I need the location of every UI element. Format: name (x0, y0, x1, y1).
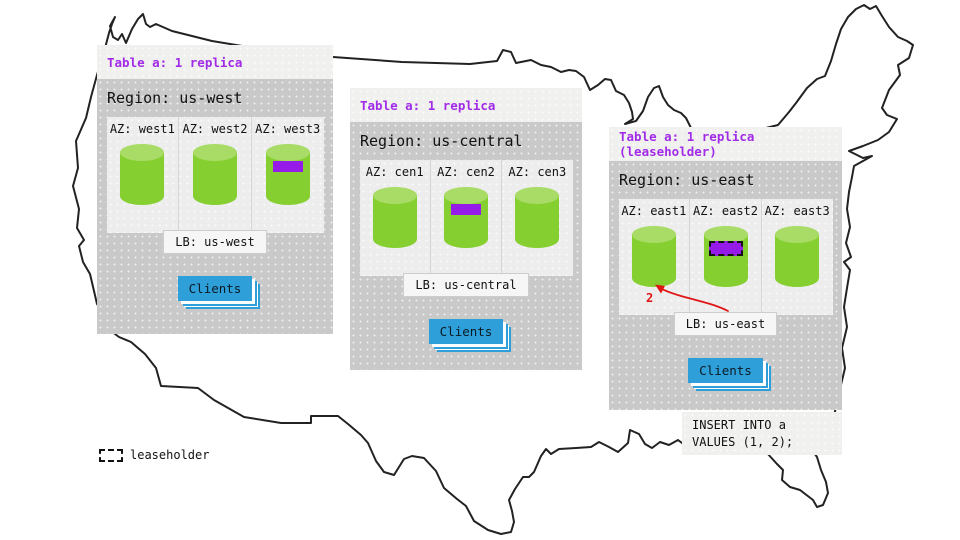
cylinder-top (703, 226, 748, 243)
table-replica-header-label: Table a: 1 replica (107, 54, 243, 70)
leaseholder-range-bar (708, 241, 743, 256)
sql-line-2: VALUES (1, 2); (692, 434, 794, 449)
region-panel-us-east: Table a: 1 replica (leaseholder) Region:… (609, 127, 842, 410)
sql-line-1: INSERT INTO a (692, 418, 786, 432)
az-container: AZ: cen1 AZ: cen2 AZ: (359, 160, 573, 276)
step-2-label: 2 (646, 291, 654, 305)
az-cell-cen1: AZ: cen1 (360, 160, 431, 276)
az-cell-west1: AZ: west1 (107, 117, 180, 233)
az-label: AZ: cen2 (437, 165, 495, 179)
database-node-cylinder (631, 226, 676, 287)
az-cell-east1: AZ: east1 (619, 199, 691, 315)
database-node-cylinder (372, 187, 417, 248)
az-label: AZ: west1 (109, 122, 175, 136)
database-node-cylinder (703, 226, 748, 287)
cylinder-top (372, 187, 417, 204)
cylinder-top (775, 226, 820, 243)
clients-button-us-central[interactable]: Clients (428, 319, 504, 344)
az-label: AZ: west3 (255, 122, 321, 136)
az-label: AZ: west2 (182, 122, 248, 136)
region-label: Region: us-west (107, 89, 243, 107)
leaseholder-legend: leaseholder (99, 448, 209, 462)
table-replica-header: Table a: 1 replica (97, 45, 333, 79)
clients-button-us-east[interactable]: Clients (688, 358, 763, 383)
cylinder-top (120, 144, 165, 161)
leaseholder-dashed-box-icon (99, 448, 123, 462)
az-cell-east2: AZ: east2 (690, 199, 762, 315)
az-container: AZ: west1 AZ: west2 AZ (106, 117, 324, 233)
az-label: AZ: cen1 (365, 165, 424, 179)
region-label: Region: us-central (360, 132, 523, 150)
az-label: AZ: cen3 (508, 165, 567, 179)
table-replica-header: Table a: 1 replica (350, 88, 582, 122)
cylinder-top (193, 144, 237, 161)
region-panel-us-central: Table a: 1 replica Region: us-central AZ… (350, 88, 582, 370)
cylinder-top (631, 226, 676, 243)
load-balancer-us-east: LB: us-east (673, 312, 778, 336)
database-node-cylinder (515, 187, 560, 248)
database-node-cylinder (193, 144, 237, 205)
table-replica-leaseholder-header: Table a: 1 replica (leaseholder) (609, 127, 842, 161)
replica-range-bar (272, 161, 303, 172)
region-panel-us-west: Table a: 1 replica Region: us-west AZ: w… (97, 45, 333, 334)
az-container: AZ: east1 AZ: east2 AZ (618, 199, 833, 315)
cylinder-top (515, 187, 560, 204)
cylinder-top (443, 187, 488, 204)
region-label: Region: us-east (619, 171, 755, 189)
database-node-cylinder (775, 226, 820, 287)
us-map-border-path (72, 4, 914, 535)
cylinder-top (265, 144, 310, 161)
table-replica-header-label: Table a: 1 replica (leaseholder) (619, 129, 755, 159)
az-cell-west3: AZ: west3 (252, 117, 324, 233)
leaseholder-legend-label: leaseholder (130, 448, 210, 462)
table-replica-header-label: Table a: 1 replica (360, 97, 496, 113)
clients-button-us-west[interactable]: Clients (177, 276, 253, 301)
region-body: Region: us-east AZ: east1 AZ: east2 (609, 161, 842, 410)
sql-statement-box: INSERT INTO a VALUES (1, 2); (682, 412, 842, 455)
az-cell-cen2: AZ: cen2 (431, 160, 503, 276)
database-node-cylinder (265, 144, 310, 205)
az-label: AZ: east3 (764, 204, 830, 218)
region-body: Region: us-west AZ: west1 AZ: west2 (97, 79, 333, 334)
load-balancer-us-central: LB: us-central (403, 273, 529, 297)
load-balancer-us-west: LB: us-west (163, 230, 267, 254)
az-cell-west2: AZ: west2 (179, 117, 252, 233)
az-label: AZ: east1 (621, 204, 687, 218)
database-node-cylinder (443, 187, 488, 248)
az-cell-cen3: AZ: cen3 (502, 160, 572, 276)
replica-range-bar (450, 204, 481, 215)
database-node-cylinder (120, 144, 165, 205)
region-body: Region: us-central AZ: cen1 AZ: cen2 (350, 122, 582, 370)
az-label: AZ: east2 (692, 204, 759, 218)
az-cell-east3: AZ: east3 (762, 199, 833, 315)
